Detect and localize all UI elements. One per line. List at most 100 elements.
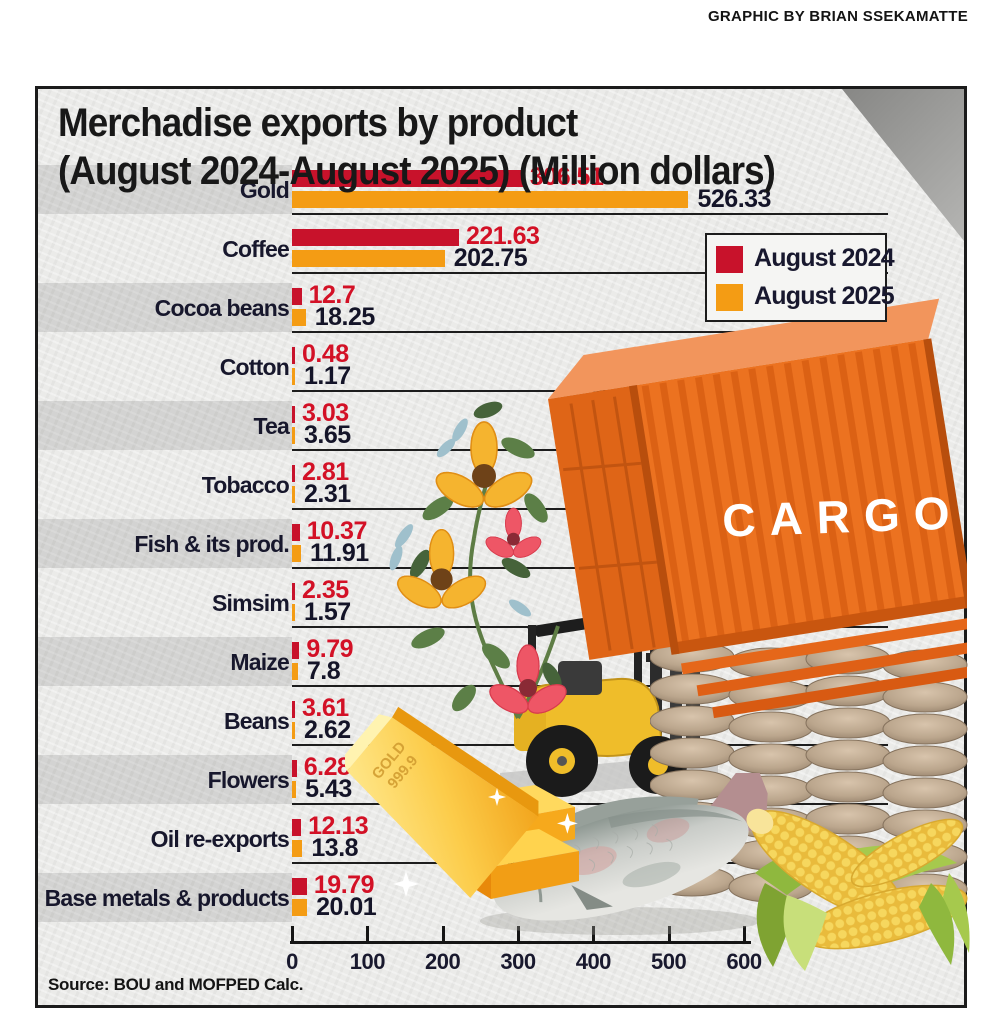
category-label: Maize [230, 649, 289, 675]
cargo-container-illustration: CARGO [548, 298, 967, 719]
category-label: Base metals & products [44, 885, 290, 911]
gold-bars-illustration: GOLD 999.9 [345, 706, 579, 899]
x-axis-tick-label: 100 [349, 949, 386, 974]
legend-swatch [716, 246, 743, 273]
row-stripe [38, 401, 292, 450]
value-august-2024: 9.79 [306, 635, 354, 663]
value-august-2025: 2.31 [304, 480, 351, 508]
bar-august-2024 [292, 878, 307, 895]
bar-august-2024 [292, 642, 300, 659]
maize-cobs-illustration [746, 808, 970, 971]
value-august-2025: 1.57 [304, 598, 351, 626]
row-stripe [38, 637, 292, 686]
value-august-2024: 12.7 [308, 281, 356, 309]
x-axis-tick-label: 300 [500, 949, 536, 974]
graphic-credit: GRAPHIC BY BRIAN SSEKAMATTE [707, 8, 968, 25]
bar-august-2025 [292, 250, 445, 267]
x-axis-tick [291, 926, 294, 941]
value-august-2025: 202.75 [453, 244, 528, 272]
category-label: Simsim [211, 590, 290, 616]
row-separator [292, 272, 888, 274]
bar-august-2024 [292, 760, 297, 777]
legend-swatch [716, 284, 743, 311]
value-august-2024: 3.03 [302, 399, 349, 427]
x-axis-tick-label: 200 [425, 949, 461, 974]
bar-august-2024 [292, 524, 300, 541]
x-axis-tick [516, 926, 520, 941]
chart-title-line1: Merchadise exports by product [58, 101, 578, 145]
x-axis-tick-label: 0 [286, 949, 298, 974]
value-august-2024: 10.37 [306, 517, 368, 545]
x-axis-tick [441, 926, 445, 941]
category-label: Tea [253, 413, 289, 439]
flowers-illustration [389, 401, 567, 720]
category-label: Oil re-exports [150, 826, 290, 852]
category-label: Coffee [222, 236, 290, 262]
category-label: Cotton [219, 354, 290, 380]
legend-label: August 2024 [754, 244, 895, 272]
bar-august-2024 [292, 170, 523, 187]
bar-august-2025 [292, 368, 295, 385]
value-august-2024: 3.61 [302, 694, 349, 722]
bar-august-2024 [292, 229, 459, 246]
bar-august-2024 [292, 288, 302, 305]
value-august-2024: 0.48 [302, 340, 349, 368]
row-stripe [38, 519, 292, 568]
value-august-2024: 306.51 [529, 163, 604, 191]
value-august-2025: 5.43 [305, 775, 352, 803]
bar-august-2025 [292, 545, 301, 562]
value-august-2024: 2.81 [302, 458, 349, 486]
row-stripe [38, 165, 292, 214]
value-august-2024: 12.13 [308, 812, 369, 840]
container-cargo-text: CARGO [721, 486, 964, 546]
bar-august-2025 [292, 781, 297, 798]
value-august-2024: 19.79 [313, 871, 375, 899]
row-stripe [38, 873, 292, 922]
chart-title-line2: (August 2024-August 2025) (Million dolla… [58, 149, 776, 193]
bar-august-2025 [292, 840, 303, 857]
x-axis-tick-label: 400 [575, 949, 612, 974]
value-august-2025: 526.33 [697, 185, 771, 213]
value-august-2025: 3.65 [304, 421, 351, 449]
value-august-2024: 6.28 [303, 753, 351, 781]
category-label: Flowers [207, 767, 290, 793]
value-august-2025: 11.91 [309, 539, 369, 567]
chart-legend: August 2024 August 2025 [705, 233, 895, 322]
value-august-2025: 1.17 [304, 362, 351, 390]
x-axis-tick [366, 926, 370, 941]
value-august-2025: 18.25 [314, 303, 376, 331]
row-stripe [38, 755, 292, 804]
category-label: Fish & its prod. [134, 531, 289, 557]
category-label: Gold [239, 177, 290, 203]
value-august-2025: 13.8 [311, 834, 359, 862]
source-note: Source: BOU and MOFPED Calc. [48, 975, 304, 994]
bar-august-2024 [292, 583, 295, 600]
x-axis-tick [667, 926, 671, 941]
value-august-2025: 2.62 [304, 716, 351, 744]
chart-title: Merchadise exports by product (August 20… [58, 99, 776, 195]
value-august-2024: 221.63 [465, 222, 540, 250]
row-separator [292, 213, 888, 215]
x-axis-tick [592, 926, 596, 941]
bar-august-2025 [292, 191, 689, 208]
bar-august-2025 [292, 427, 295, 444]
value-august-2025: 7.8 [306, 657, 341, 685]
x-axis-tick [742, 926, 746, 941]
row-separator [292, 331, 888, 333]
category-label: Tobacco [201, 472, 290, 498]
bar-august-2024 [292, 701, 295, 718]
bar-august-2025 [292, 663, 298, 680]
chart-board: Merchadise exports by product (August 20… [35, 86, 970, 1008]
bar-chart: Gold 306.51 526.33 Coffee 221.63 202.75 Cocoa … [38, 89, 964, 1005]
value-august-2024: 2.35 [302, 576, 349, 604]
x-axis-tick-label: 500 [651, 949, 687, 974]
category-label: Cocoa beans [154, 295, 290, 321]
category-label: Beans [223, 708, 290, 734]
x-axis-line [290, 941, 751, 944]
row-stripe [38, 283, 292, 332]
row-separator [292, 803, 888, 805]
bar-august-2024 [292, 465, 295, 482]
bar-august-2025 [292, 604, 295, 621]
bar-august-2024 [292, 406, 295, 423]
